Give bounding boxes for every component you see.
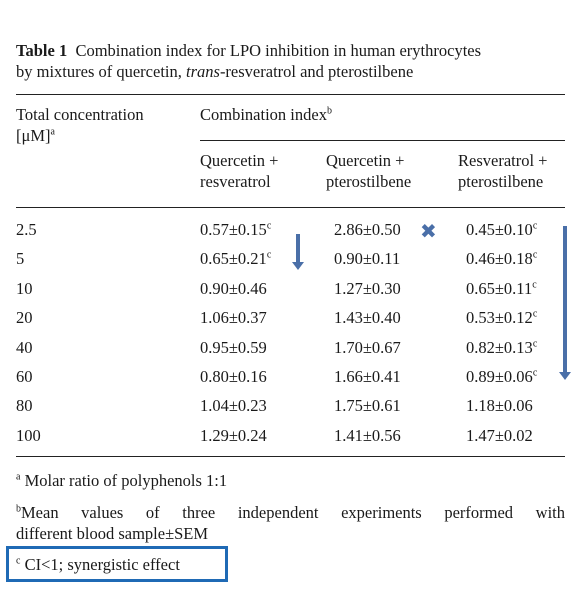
cell-quercetin-resveratrol: 0.65±0.21c [200, 249, 272, 269]
cell-concentration: 2.5 [16, 220, 37, 239]
header-bottom-rule [16, 207, 565, 208]
header-quercetin-pterostilbene: Quercetin + pterostilbene [326, 151, 412, 191]
footnote-a: a Molar ratio of polyphenols 1:1 [16, 471, 228, 490]
cell-resveratrol-pterostilbene: 1.18±0.06 [466, 396, 533, 416]
table-number: Table 1 [16, 41, 68, 60]
caption-italic: trans [186, 62, 220, 81]
cell-concentration: 5 [16, 249, 25, 269]
cell-quercetin-resveratrol: 0.80±0.16 [200, 367, 267, 386]
header-quercetin-resveratrol: Quercetin + resveratrol [200, 151, 279, 191]
cell-concentration: 80 [16, 396, 33, 416]
cell-quercetin-resveratrol: 0.95±0.59 [200, 337, 267, 357]
header-total-concentration: Total concentration [μM]a [16, 105, 144, 145]
header-resveratrol-pterostilbene: Resveratrol + pterostilbene [458, 151, 548, 191]
cell-concentration: 10 [16, 278, 33, 298]
cell-resveratrol-pterostilbene: 0.82±0.13c [466, 337, 538, 357]
caption-line-1: Combination index for LPO inhibition in … [75, 41, 482, 60]
cell-resveratrol-pterostilbene: 0.53±0.12c [466, 308, 538, 328]
caption-line-2a: by mixtures of quercetin, [16, 62, 186, 81]
cell-quercetin-pterostilbene: 2.86±0.50 [334, 220, 401, 239]
cell-quercetin-pterostilbene: 1.66±0.41 [334, 367, 401, 386]
table-top-rule [16, 94, 565, 95]
footnote-b: bMean values of three independent experi… [16, 503, 565, 543]
cell-quercetin-pterostilbene: 1.75±0.61 [334, 396, 401, 416]
cell-quercetin-resveratrol: 1.04±0.23 [200, 396, 267, 416]
cell-quercetin-resveratrol: 0.57±0.15c [200, 220, 272, 239]
cell-quercetin-pterostilbene: 1.41±0.56 [334, 425, 401, 445]
cell-resveratrol-pterostilbene: 0.65±0.11c [466, 278, 537, 298]
cell-concentration: 100 [16, 425, 41, 445]
cell-concentration: 20 [16, 308, 33, 328]
cell-resveratrol-pterostilbene: 0.89±0.06c [466, 367, 538, 386]
cell-quercetin-pterostilbene: 1.70±0.67 [334, 337, 401, 357]
footnote-c: c CI<1; synergistic effect [16, 555, 180, 574]
cell-quercetin-pterostilbene: 1.43±0.40 [334, 308, 401, 328]
table-caption: Table 1 Combination index for LPO inhibi… [16, 40, 481, 82]
down-arrow-icon [292, 234, 304, 270]
cell-concentration: 40 [16, 337, 33, 357]
header-combination-index: Combination indexb [200, 105, 332, 124]
group-header-rule [200, 140, 565, 141]
cell-quercetin-resveratrol: 0.90±0.46 [200, 278, 267, 298]
cell-resveratrol-pterostilbene: 0.46±0.18c [466, 249, 538, 269]
cell-resveratrol-pterostilbene: 1.47±0.02 [466, 425, 533, 445]
cell-resveratrol-pterostilbene: 0.45±0.10c [466, 220, 538, 239]
cell-quercetin-resveratrol: 1.29±0.24 [200, 425, 267, 445]
cell-quercetin-pterostilbene: 0.90±0.11 [334, 249, 401, 269]
cell-concentration: 60 [16, 367, 33, 386]
caption-line-2b: -resveratrol and pterostilbene [219, 62, 414, 81]
cell-quercetin-pterostilbene: 1.27±0.30 [334, 278, 401, 298]
down-arrow-icon [559, 226, 571, 380]
cell-quercetin-resveratrol: 1.06±0.37 [200, 308, 267, 328]
x-mark-icon: ✖ [420, 219, 437, 243]
footnote-c-highlight-box [6, 546, 228, 582]
table-bottom-rule [16, 456, 565, 457]
